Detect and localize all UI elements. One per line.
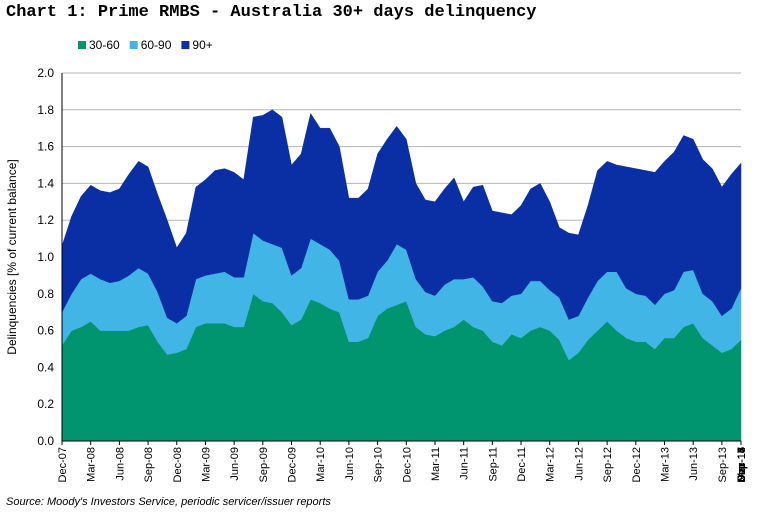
x-tick-label: Mar-11 — [430, 447, 442, 481]
x-tick-label: Dec-16 — [736, 447, 748, 482]
chart-source: Source: Moody's Investors Service, perio… — [6, 496, 331, 508]
x-tick-label: Dec-09 — [287, 447, 299, 482]
legend-swatch-90+ — [181, 41, 190, 49]
y-tick-label: 1.8 — [37, 103, 54, 117]
x-tick-label: Dec-17 — [736, 447, 748, 482]
y-tick-label: 0.2 — [37, 397, 54, 411]
x-tick-label: Sep-15 — [736, 447, 748, 482]
x-tick-label: Dec-15 — [736, 447, 748, 482]
x-tick-label: Mar-13 — [659, 447, 671, 482]
y-tick-label: 0.0 — [37, 434, 54, 448]
x-tick-label: Jun-09 — [229, 447, 241, 481]
x-tick-label: Dec-13 — [736, 447, 748, 482]
y-tick-label: 2.0 — [37, 66, 54, 80]
x-tick-label: Mar-12 — [545, 447, 557, 482]
y-tick-label: 1.4 — [37, 176, 54, 190]
x-tick-label: Dec-14 — [736, 447, 748, 482]
y-tick-label: 1.6 — [37, 140, 54, 154]
legend-label-90+: 90+ — [192, 38, 212, 52]
x-tick-label: Sep-14 — [736, 447, 748, 482]
x-tick-label: Jun-16 — [736, 447, 748, 481]
x-tick-label: Jun-12 — [573, 447, 585, 481]
y-tick-label: 1.0 — [37, 250, 54, 264]
x-tick-label: Sep-09 — [258, 447, 270, 482]
x-tick-label: Jun-13 — [688, 447, 700, 481]
x-tick-label: Sep-08 — [143, 447, 155, 482]
x-tick-label: Jun-15 — [736, 447, 748, 481]
x-tick-label: Sep-11 — [487, 447, 499, 482]
x-tick-label: Dec-07 — [57, 447, 69, 482]
x-tick-label: Mar-16 — [736, 447, 748, 482]
x-tick-label: Mar-14 — [736, 447, 748, 482]
legend-swatch-60-90 — [129, 41, 138, 49]
x-tick-label: Jun-17 — [736, 447, 748, 481]
legend-swatch-30-60 — [78, 41, 86, 49]
x-tick-label: Dec-08 — [172, 447, 184, 482]
y-tick-label: 0.4 — [37, 360, 54, 374]
legend-label-60-90: 60-90 — [141, 38, 172, 52]
x-tick-label: Mar-15 — [736, 447, 748, 482]
x-tick-label: Mar-08 — [86, 447, 98, 482]
series-area-90+ — [61, 109, 742, 324]
x-tick-label: Dec-10 — [401, 447, 413, 482]
x-tick-label: Jun-10 — [344, 447, 356, 481]
plot-areas — [61, 109, 742, 442]
x-tick-label: Sep-16 — [736, 447, 748, 482]
x-tick-label: Jun-14 — [736, 447, 748, 481]
x-tick-label: Sep-13 — [717, 447, 729, 482]
y-tick-label: 0.8 — [37, 287, 54, 301]
legend: 30-60 60-90 90+ — [78, 38, 213, 52]
legend-label-30-60: 30-60 — [89, 38, 120, 52]
x-tick-label: Jun-11 — [459, 447, 471, 480]
y-axis-title: Delinquencies [% of current balance] — [5, 159, 19, 354]
y-tick-label: 1.2 — [37, 213, 54, 227]
x-tick-label: Sep-17 — [736, 447, 748, 482]
x-tick-label: Dec-11 — [516, 447, 528, 482]
x-tick-label: Mar-09 — [200, 447, 212, 482]
x-tick-label: Mar-10 — [315, 447, 327, 482]
x-tick-label: Jun-08 — [114, 447, 126, 481]
x-tick-label: Dec-12 — [631, 447, 643, 482]
x-tick-label: Sep-10 — [373, 447, 385, 482]
axes: 0.0 0.2 0.4 0.6 0.8 1.0 1.2 1.4 1.6 1.8 2.0 Dec-07 M… — [37, 66, 748, 482]
x-tick-label: Mar-17 — [736, 447, 748, 482]
chart-title: Chart 1: Prime RMBS - Australia 30+ days… — [6, 3, 537, 22]
y-tick-label: 0.6 — [37, 324, 54, 338]
x-tick-label: Sep-12 — [602, 447, 614, 482]
